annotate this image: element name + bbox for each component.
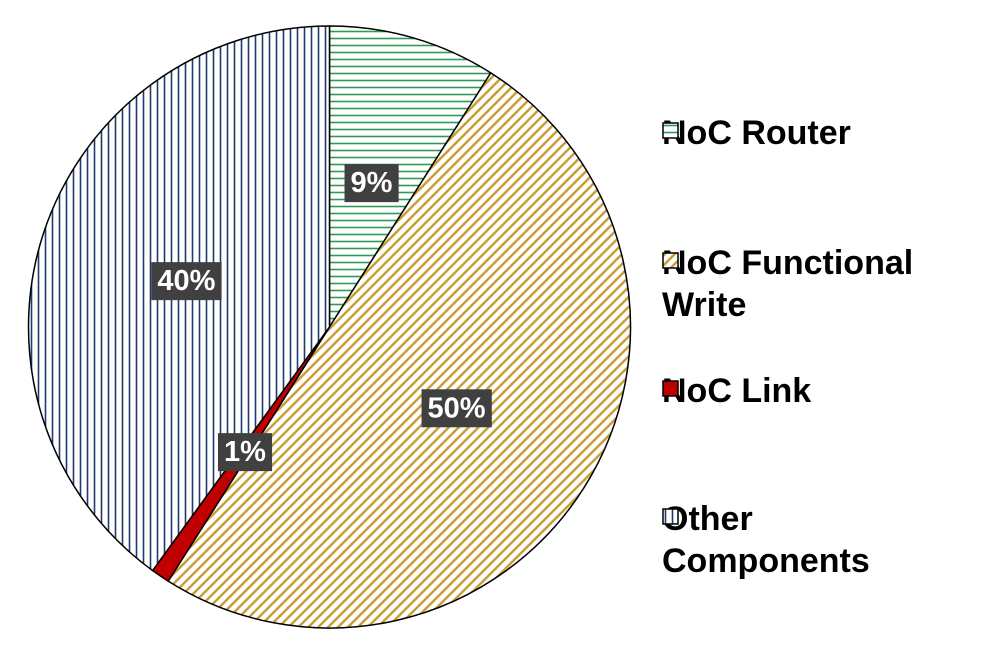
legend-label: NoC Link (662, 372, 812, 410)
legend-swatch (662, 380, 679, 397)
legend-item: NoC Router (662, 112, 982, 154)
data-label-box (421, 389, 492, 428)
pie-slice (167, 71, 632, 629)
data-label-box (217, 433, 273, 472)
data-label: 1% (224, 436, 266, 468)
data-label-box (344, 164, 399, 203)
legend-swatch (662, 122, 679, 139)
legend-label: NoC Functional Write (662, 244, 914, 324)
data-label: 9% (351, 167, 393, 199)
legend-label: Other Components (662, 500, 870, 580)
legend-swatch (662, 508, 679, 525)
legend-label: NoC Router (662, 114, 851, 152)
pie-slice (328, 25, 492, 330)
data-label: 50% (428, 392, 486, 424)
data-label: 40% (157, 265, 215, 297)
legend-item: NoC Functional Write (662, 242, 982, 326)
legend-item: Other Components (662, 498, 982, 582)
data-label-box (151, 262, 222, 301)
legend-item: NoC Link (662, 370, 982, 412)
legend-swatch (662, 252, 679, 269)
